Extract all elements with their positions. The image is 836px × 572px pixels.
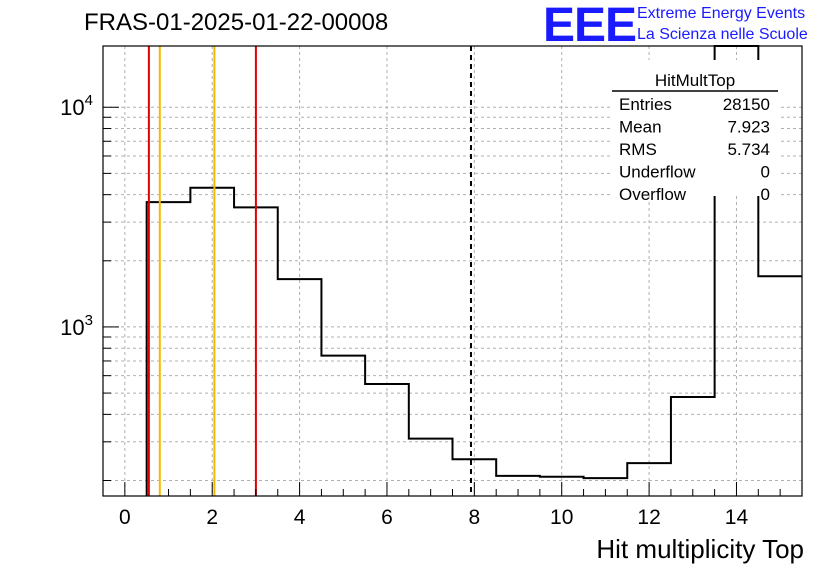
stats-value: 28150 (723, 95, 770, 114)
stats-label: Underflow (619, 163, 696, 182)
stats-box: HitMultTop Entries 28150 Mean 7.923 RMS 5.734 U… (612, 60, 778, 204)
histogram-bin (671, 397, 715, 496)
stats-label: Entries (619, 95, 672, 114)
stats-box-title: HitMultTop (655, 71, 735, 90)
y-tick-label: 104 (60, 92, 93, 120)
histogram-bin (365, 384, 409, 496)
histogram-bin (190, 188, 234, 496)
logo-line1: Extreme Energy Events (637, 5, 806, 22)
axis-ticks: 0 2 4 6 8 10 12 14 103 104 (60, 92, 803, 529)
x-tick-label: 2 (206, 506, 218, 529)
x-tick-label: 10 (550, 506, 573, 529)
histogram-bin (147, 202, 191, 496)
x-axis-label: Hit multiplicity Top (596, 534, 804, 564)
marker-lines (147, 46, 472, 496)
stats-box-background (612, 60, 778, 196)
eee-logo: EEE (543, 0, 637, 52)
x-tick-label: 14 (725, 506, 749, 529)
histogram-bin (321, 356, 365, 496)
logo-line2: La Scienza nelle Scuole (637, 26, 808, 43)
stats-label: Overflow (619, 185, 687, 204)
histogram-bin (758, 276, 802, 496)
x-tick-label: 6 (381, 506, 393, 529)
histogram-bin (278, 279, 322, 496)
page-title: FRAS-01-2025-01-22-00008 (84, 9, 389, 36)
x-tick-label: 8 (469, 506, 481, 529)
stats-label: Mean (619, 118, 662, 137)
x-tick-label: 12 (637, 506, 660, 529)
x-tick-label: 4 (294, 506, 306, 529)
stats-value: 0 (761, 185, 770, 204)
x-tick-label: 0 (119, 506, 131, 529)
histogram-bars (145, 45, 802, 496)
stats-value: 0 (761, 163, 770, 182)
histogram-outline (145, 45, 802, 496)
stats-value: 7.923 (727, 118, 770, 137)
histogram-bin (409, 439, 453, 496)
stats-label: RMS (619, 140, 657, 159)
y-tick-label: 103 (60, 312, 93, 340)
stats-value: 5.734 (727, 140, 770, 159)
